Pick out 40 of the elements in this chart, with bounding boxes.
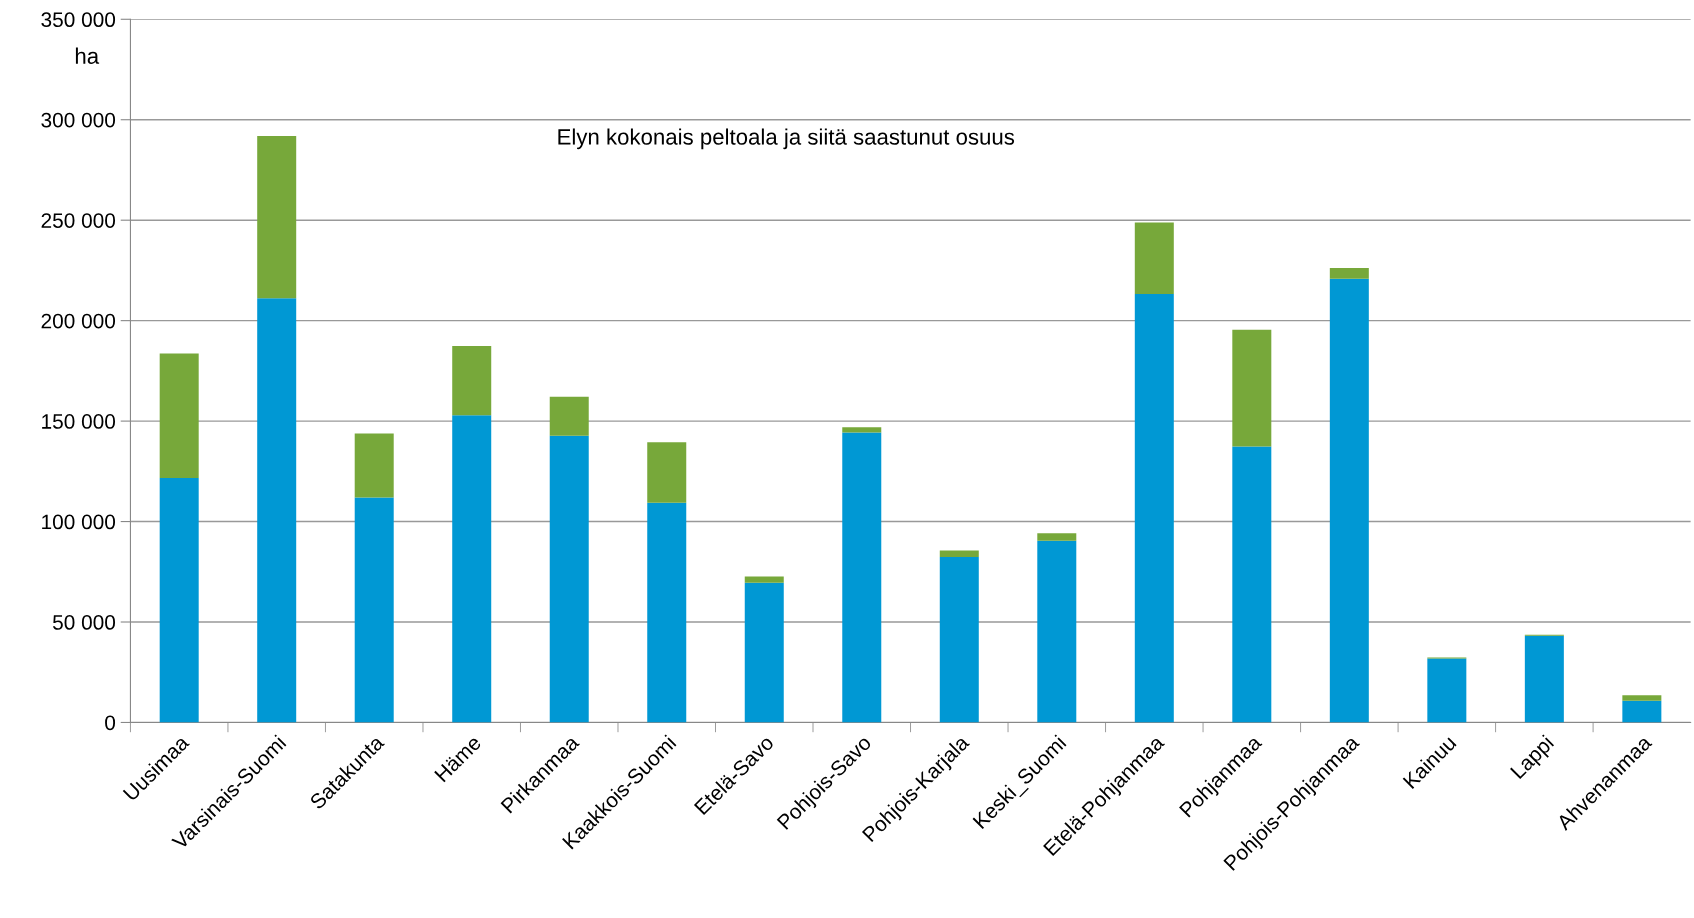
y-tick-label: 300 000	[41, 112, 116, 128]
y-tick-label: 0	[105, 715, 116, 731]
bar	[452, 415, 492, 723]
bar	[1427, 658, 1467, 723]
bar	[1622, 700, 1662, 723]
bar	[452, 345, 492, 416]
bar	[257, 136, 297, 299]
bar	[1232, 446, 1272, 723]
bar	[1134, 222, 1174, 295]
bar	[1622, 695, 1662, 701]
y-tick-label: 150 000	[42, 414, 116, 429]
bar	[939, 556, 979, 723]
bar	[1232, 329, 1272, 447]
bar	[354, 497, 394, 723]
bar	[159, 477, 199, 723]
bar	[939, 550, 979, 557]
bar	[1037, 533, 1077, 541]
y-axis-title: ha	[75, 47, 100, 64]
y-tick-label: 200 000	[41, 313, 116, 329]
bar	[257, 298, 297, 723]
text: Elyn kokonais peltoala ja siitä saastunut osuus	[558, 128, 1015, 150]
bar	[1037, 540, 1077, 723]
bar	[1524, 635, 1564, 723]
bar	[1134, 294, 1174, 723]
bar	[744, 582, 784, 723]
bar	[549, 396, 589, 436]
bar	[842, 427, 882, 433]
bar	[744, 576, 784, 583]
bar	[647, 502, 687, 723]
bar	[842, 432, 882, 723]
bar	[159, 353, 199, 478]
y-tick-label: 250 000	[41, 213, 116, 228]
bar	[549, 435, 589, 723]
y-tick-label: 50 000	[52, 615, 116, 630]
y-tick-label: 100 000	[42, 514, 116, 530]
bar	[354, 433, 394, 498]
bar	[647, 442, 687, 503]
y-tick-label: 350 000	[41, 12, 116, 28]
bar	[1329, 268, 1369, 279]
bar	[1329, 278, 1369, 723]
